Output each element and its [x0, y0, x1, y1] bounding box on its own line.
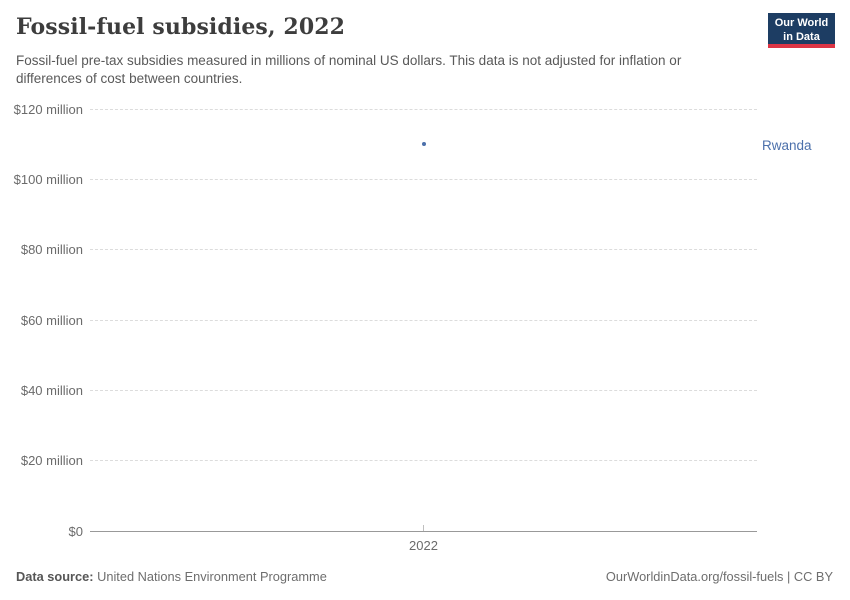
gridline: [90, 389, 757, 391]
data-source-label: Data source:: [16, 569, 94, 584]
y-axis-tick-label: $120 million: [13, 101, 83, 117]
gridline: [90, 178, 757, 180]
x-axis-tick-mark: [423, 525, 424, 531]
x-axis-tick-label: 2022: [409, 538, 438, 553]
y-axis-tick-label: $60 million: [20, 312, 83, 328]
gridline: [90, 319, 757, 321]
entity-label-rwanda[interactable]: Rwanda: [762, 138, 812, 153]
credit-link[interactable]: OurWorldinData.org/fossil-fuels | CC BY: [605, 569, 833, 584]
y-axis-tick-label: $0: [68, 523, 83, 539]
y-axis-tick-label: $40 million: [20, 382, 83, 398]
data-point-rwanda[interactable]: [421, 142, 426, 147]
data-source-note: Data source: United Nations Environment …: [16, 569, 327, 584]
gridline: [90, 108, 757, 110]
gridline: [90, 249, 757, 251]
owid-logo-line1: Our World: [774, 17, 829, 29]
gridline: [90, 460, 757, 462]
chart-subtitle: Fossil-fuel pre-tax subsidies measured i…: [16, 53, 682, 86]
y-axis-tick-label: $20 million: [20, 453, 83, 469]
y-axis-tick-label: $100 million: [13, 171, 83, 187]
x-axis-line: [90, 530, 757, 532]
owid-logo[interactable]: Our World in Data: [768, 13, 835, 48]
chart-title: Fossil-fuel subsidies, 2022: [16, 14, 346, 40]
data-source-value: United Nations Environment Programme: [93, 569, 327, 584]
y-axis-tick-label: $80 million: [20, 242, 83, 258]
owid-logo-line2: in Data: [783, 31, 820, 43]
